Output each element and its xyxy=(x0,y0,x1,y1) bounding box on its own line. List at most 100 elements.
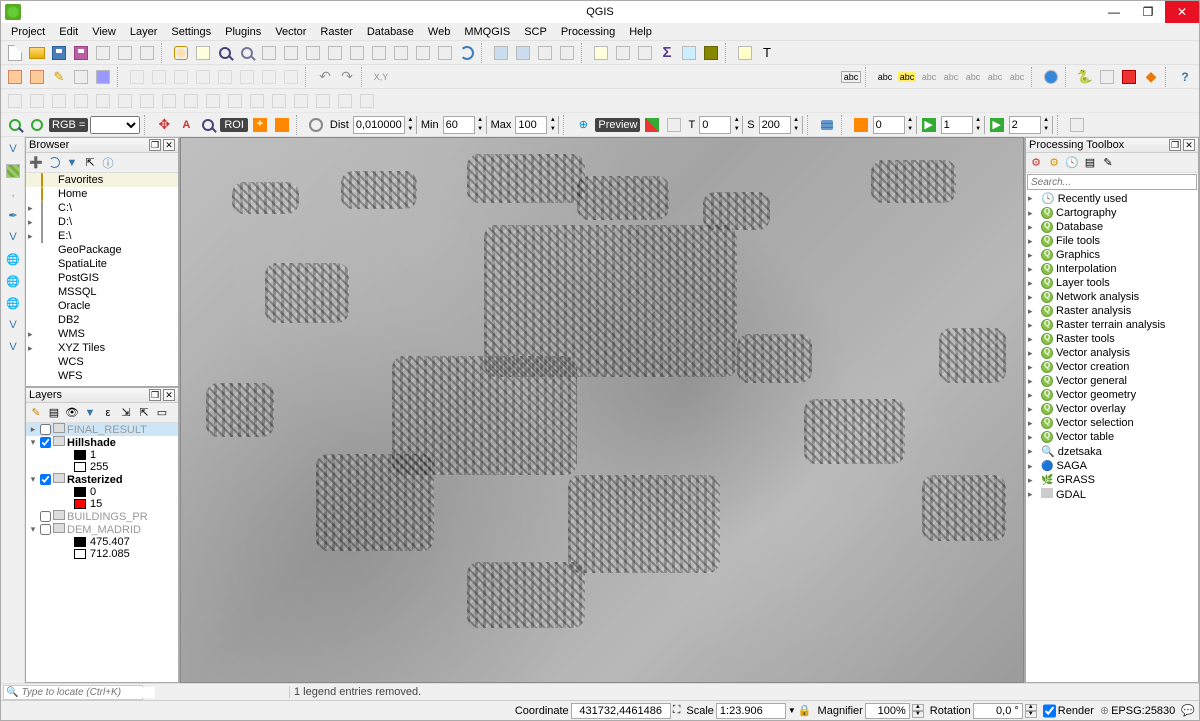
plugin-btn-2[interactable] xyxy=(1097,67,1117,87)
menu-mmqgis[interactable]: MMQGIS xyxy=(458,25,516,39)
processing-item[interactable]: ▸File tools xyxy=(1026,234,1198,248)
python-button[interactable]: 🐍 xyxy=(1075,67,1095,87)
edit-toggle-button[interactable]: ✎ xyxy=(49,67,69,87)
digitize-button[interactable] xyxy=(127,67,147,87)
new-geopackage-button[interactable]: V xyxy=(3,337,23,357)
layout-manager-button[interactable] xyxy=(115,43,135,63)
processing-item[interactable]: ▸Cartography xyxy=(1026,206,1198,220)
processing-item[interactable]: ▸🌿GRASS xyxy=(1026,473,1198,487)
processing-item[interactable]: ▸Graphics xyxy=(1026,248,1198,262)
adv-dig-13[interactable] xyxy=(269,91,289,111)
rotation-spinner[interactable]: ▲▼ xyxy=(1025,704,1037,718)
adv-dig-5[interactable] xyxy=(93,91,113,111)
crs-label[interactable]: EPSG:25830 xyxy=(1111,705,1175,717)
menu-project[interactable]: Project xyxy=(5,25,51,39)
layer-expr-icon[interactable]: ε xyxy=(100,405,116,421)
rotation-value[interactable] xyxy=(973,703,1023,719)
proc-gear-icon[interactable]: ⚙ xyxy=(1028,155,1044,171)
render-checkbox[interactable] xyxy=(1043,703,1056,719)
processing-item[interactable]: ▸Vector table xyxy=(1026,430,1198,444)
box1-input[interactable]: ▲▼ xyxy=(873,116,917,134)
zoom-layer-button[interactable] xyxy=(325,43,345,63)
adv-dig-7[interactable] xyxy=(137,91,157,111)
layer-row[interactable]: ▸FINAL_RESULT xyxy=(26,423,178,436)
scale-value[interactable] xyxy=(716,703,786,719)
scp-arrow2-icon[interactable]: ▶ xyxy=(987,115,1007,135)
add-raster-button[interactable] xyxy=(27,67,47,87)
layer-row[interactable]: ▾Hillshade xyxy=(26,436,178,449)
box2-input[interactable]: ▲▼ xyxy=(941,116,985,134)
scp-add-roi-icon[interactable]: + xyxy=(250,115,270,135)
browser-close-button[interactable]: ✕ xyxy=(163,139,175,151)
add-wfs-button[interactable]: 🌐 xyxy=(3,293,23,313)
zoom-last-button[interactable] xyxy=(347,43,367,63)
processing-item[interactable]: ▸Vector geometry xyxy=(1026,388,1198,402)
label-btn-8[interactable]: abc xyxy=(1007,67,1027,87)
max-input[interactable]: ▲▼ xyxy=(515,116,559,134)
add-wcs-button[interactable]: 🌐 xyxy=(3,271,23,291)
adv-dig-12[interactable] xyxy=(247,91,267,111)
adv-dig-15[interactable] xyxy=(313,91,333,111)
adv-dig-1[interactable] xyxy=(5,91,25,111)
menu-layer[interactable]: Layer xyxy=(124,25,164,39)
new-project-button[interactable] xyxy=(5,43,25,63)
processing-item[interactable]: ▸GDAL xyxy=(1026,487,1198,502)
scp-grid-icon[interactable] xyxy=(851,115,871,135)
adv-dig-4[interactable] xyxy=(71,91,91,111)
processing-item[interactable]: ▸Vector analysis xyxy=(1026,346,1198,360)
maximize-button[interactable]: ❐ xyxy=(1131,1,1165,23)
scp-roi-icon[interactable] xyxy=(27,115,47,135)
save-project-button[interactable] xyxy=(49,43,69,63)
help-button[interactable]: ? xyxy=(1175,67,1195,87)
collapse-browser-icon[interactable]: ⇱ xyxy=(82,155,98,171)
browser-item[interactable]: ▸C:\ xyxy=(26,201,178,215)
add-virtual-button[interactable]: V xyxy=(3,227,23,247)
adv-dig-11[interactable] xyxy=(225,91,245,111)
tips-button[interactable] xyxy=(701,43,721,63)
deselect-button[interactable] xyxy=(557,43,577,63)
scp-db-icon[interactable] xyxy=(817,115,837,135)
proc-model-icon[interactable]: ⚙ xyxy=(1046,155,1062,171)
select-button[interactable] xyxy=(535,43,555,63)
scp-add-roi2-icon[interactable] xyxy=(272,115,292,135)
label-btn-6[interactable]: abc xyxy=(963,67,983,87)
s-input[interactable]: ▲▼ xyxy=(759,116,803,134)
filter-browser-icon[interactable]: ▼ xyxy=(64,155,80,171)
measure-button[interactable] xyxy=(591,43,611,63)
rgb-select[interactable] xyxy=(90,116,140,134)
layer-visibility-checkbox[interactable] xyxy=(40,424,51,435)
save-as-button[interactable] xyxy=(71,43,91,63)
plugin-btn-1[interactable] xyxy=(1041,67,1061,87)
adv-dig-17[interactable] xyxy=(357,91,377,111)
browser-item[interactable]: Oracle xyxy=(26,299,178,313)
processing-item[interactable]: ▸Raster terrain analysis xyxy=(1026,318,1198,332)
dist-input[interactable]: ▲▼ xyxy=(353,116,417,134)
add-feature-button[interactable] xyxy=(149,67,169,87)
proc-results-icon[interactable]: ▤ xyxy=(1082,155,1098,171)
processing-item[interactable]: ▸Raster tools xyxy=(1026,332,1198,346)
layer-visibility-checkbox[interactable] xyxy=(40,511,51,522)
layer-row[interactable]: BUILDINGS_PR xyxy=(26,510,178,523)
processing-item[interactable]: ▸Interpolation xyxy=(1026,262,1198,276)
minimize-button[interactable]: — xyxy=(1097,1,1131,23)
menu-processing[interactable]: Processing xyxy=(555,25,621,39)
cut-button[interactable] xyxy=(215,67,235,87)
layer-style-icon[interactable]: ✎ xyxy=(28,405,44,421)
crs-icon[interactable]: ⊕ xyxy=(1100,704,1109,717)
edit-tool-button[interactable] xyxy=(93,67,113,87)
add-wms-button[interactable]: 🌐 xyxy=(3,249,23,269)
scp-last-icon[interactable] xyxy=(1067,115,1087,135)
browser-item[interactable]: WCS xyxy=(26,355,178,369)
pan-selection-button[interactable] xyxy=(193,43,213,63)
label-btn-5[interactable]: abc xyxy=(941,67,961,87)
edit-save-button[interactable] xyxy=(71,67,91,87)
proc-history-icon[interactable]: 🕓 xyxy=(1064,155,1080,171)
toolbox-button[interactable] xyxy=(679,43,699,63)
layer-visibility-checkbox[interactable] xyxy=(40,474,51,485)
map-canvas[interactable] xyxy=(180,137,1024,683)
adv-dig-9[interactable] xyxy=(181,91,201,111)
processing-item[interactable]: ▸Layer tools xyxy=(1026,276,1198,290)
add-vector-layer-button[interactable]: V xyxy=(3,139,23,159)
label-btn-7[interactable]: abc xyxy=(985,67,1005,87)
menu-database[interactable]: Database xyxy=(361,25,420,39)
